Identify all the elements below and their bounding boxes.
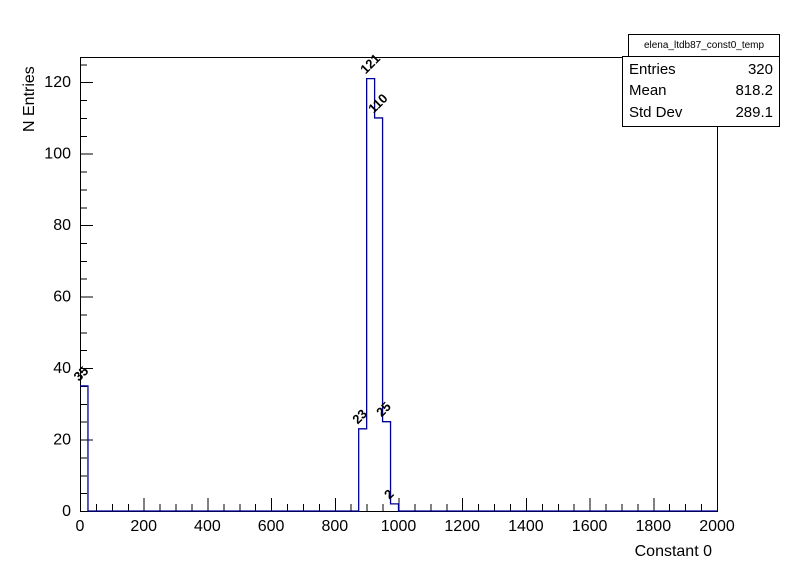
y-axis-tick-label: 60 bbox=[53, 289, 71, 306]
bin-value-label: 25 bbox=[373, 399, 394, 420]
x-axis-tick-label: 800 bbox=[321, 518, 348, 535]
x-axis-tick-label: 600 bbox=[258, 518, 285, 535]
y-axis-tick-label: 80 bbox=[53, 217, 71, 234]
histogram-title-box: elena_ltdb87_const0_temp bbox=[628, 34, 780, 57]
x-axis-tick-label: 1400 bbox=[508, 518, 544, 535]
stats-stddev-label: Std Dev bbox=[629, 104, 683, 122]
bin-value-label: 121 bbox=[357, 51, 383, 77]
stats-entries-label: Entries bbox=[629, 60, 676, 78]
x-axis-tick-label: 1800 bbox=[636, 518, 672, 535]
stats-mean-value: 818.2 bbox=[735, 82, 773, 100]
y-axis-tick-label: 20 bbox=[53, 432, 71, 449]
y-axis-tick-label: 40 bbox=[53, 360, 71, 377]
stats-row-mean: Mean 818.2 bbox=[623, 82, 779, 100]
stats-mean-label: Mean bbox=[629, 82, 667, 100]
y-axis-tick-label: 120 bbox=[44, 74, 71, 91]
x-axis-tick-label: 200 bbox=[130, 518, 157, 535]
x-axis-tick-label: 400 bbox=[194, 518, 221, 535]
y-axis-title: N Entries bbox=[21, 66, 38, 132]
x-axis-tick-label: 2000 bbox=[699, 518, 735, 535]
stats-stddev-value: 289.1 bbox=[735, 104, 773, 122]
y-axis-tick-label: 100 bbox=[44, 146, 71, 163]
bin-value-label: 35 bbox=[71, 363, 92, 384]
stats-box: Entries 320 Mean 818.2 Std Dev 289.1 bbox=[622, 56, 780, 127]
x-axis-title: Constant 0 bbox=[635, 543, 712, 560]
bin-value-label: 110 bbox=[365, 91, 390, 116]
x-axis-tick-label: 0 bbox=[76, 518, 85, 535]
stats-row-entries: Entries 320 bbox=[623, 61, 779, 79]
x-axis-tick-label: 1000 bbox=[381, 518, 417, 535]
stats-entries-value: 320 bbox=[747, 60, 773, 78]
bin-value-label: 2 bbox=[381, 486, 397, 502]
x-axis-tick-label: 1600 bbox=[572, 518, 608, 535]
histogram-title: elena_ltdb87_const0_temp bbox=[643, 40, 765, 51]
y-axis-tick-label: 0 bbox=[62, 503, 71, 520]
x-axis-tick-label: 1200 bbox=[444, 518, 480, 535]
histogram-line bbox=[80, 77, 717, 512]
stats-row-stddev: Std Dev 289.1 bbox=[623, 104, 779, 122]
